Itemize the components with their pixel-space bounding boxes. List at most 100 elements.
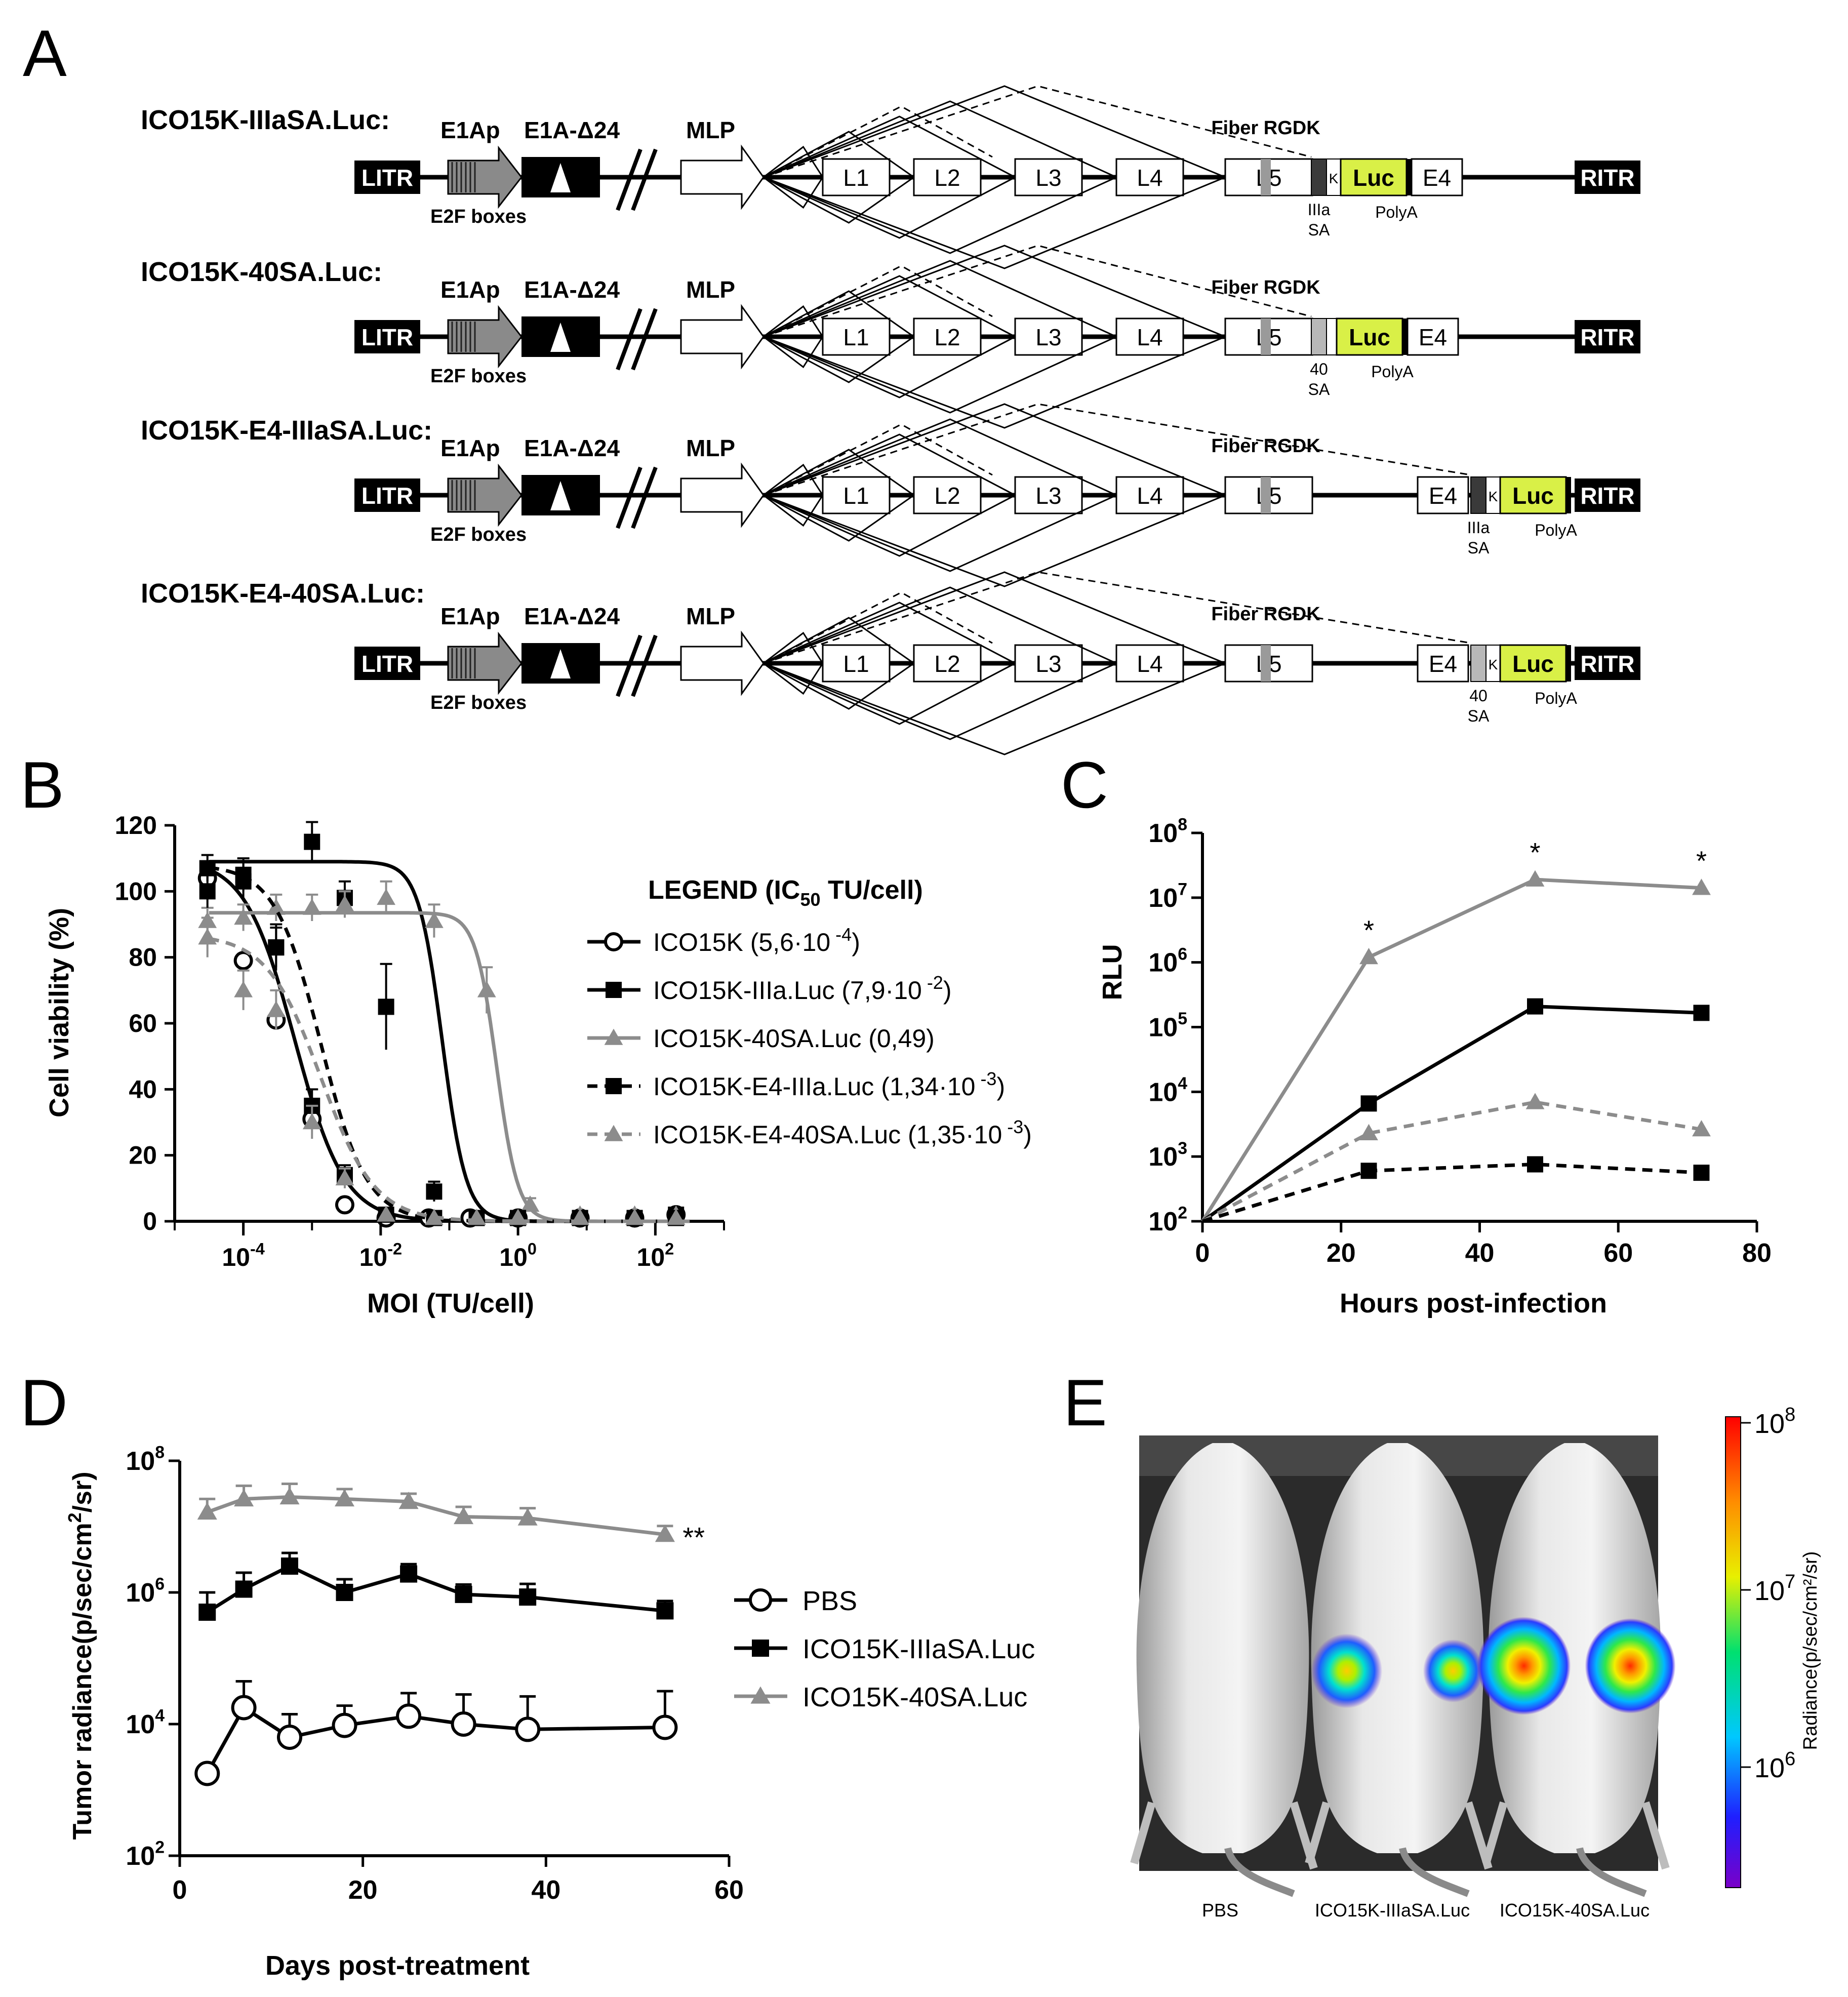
e2f-label: E2F boxes	[430, 206, 527, 227]
splice-dashed	[763, 85, 1312, 178]
late-box	[1115, 317, 1184, 356]
construct-title: ICO15K-E4-IIIaSA.Luc:	[141, 415, 432, 446]
x-tick-label: 80	[1742, 1239, 1772, 1268]
mlp-label: MLP	[686, 117, 735, 143]
late-label: L2	[934, 324, 960, 350]
data-point	[1525, 870, 1545, 887]
kozak-label: K	[1489, 489, 1498, 504]
y-tick-label: 102	[126, 1838, 165, 1871]
construct-2: ICO15K-40SA.Luc: LITR E1Ap E2F boxes E1A-Δ24…	[141, 245, 1640, 429]
y-tick-label: 104	[126, 1706, 165, 1739]
data-point	[335, 1195, 354, 1215]
data-point	[519, 1588, 537, 1606]
late-label: L4	[1137, 165, 1162, 191]
polya-label: PolyA	[1375, 203, 1418, 221]
sa-label: IIIa	[1467, 518, 1490, 537]
e4-box	[1407, 317, 1459, 356]
series-ICO15K-E4-IIIa.Luc	[1201, 1156, 1710, 1223]
x-tick-label: 100	[499, 1240, 537, 1272]
fiber-label: Fiber RGDK	[1211, 435, 1320, 457]
data-point	[377, 888, 396, 905]
mouse-body	[1488, 1443, 1661, 1853]
late-label: L4	[1137, 483, 1162, 509]
e1ap-arrow	[447, 305, 523, 369]
break-slash	[631, 634, 658, 697]
bioluminescence-spot	[1477, 1617, 1571, 1715]
legend-marker	[604, 932, 623, 951]
late-box	[822, 158, 891, 196]
mlp-arrow	[680, 462, 765, 528]
ritr-label: RITR	[1580, 165, 1634, 191]
splice-acceptor-box	[1311, 318, 1327, 355]
ritr-label: RITR	[1580, 651, 1634, 677]
data-point	[199, 883, 216, 900]
x-tick-label: 40	[531, 1875, 560, 1905]
legend-label: ICO15K-E4-40SA.Luc (1,35·10 -3)	[653, 1116, 1032, 1149]
data-point	[1527, 1156, 1543, 1173]
bioluminescence-spot	[1423, 1639, 1483, 1703]
data-point	[652, 1714, 678, 1740]
late-box	[822, 644, 891, 683]
data-point	[198, 1604, 216, 1621]
ritr-box	[1575, 647, 1640, 680]
splice-line	[763, 290, 914, 338]
data-point	[335, 1169, 354, 1186]
x-tick-label: 40	[1465, 1239, 1495, 1268]
radiance-colorbar	[1725, 1416, 1741, 1888]
data-point	[1525, 1093, 1545, 1109]
panel-label-e: E	[1063, 1366, 1107, 1440]
e2f-label: E2F boxes	[430, 366, 527, 387]
data-point	[454, 1506, 474, 1525]
data-point	[426, 1183, 443, 1200]
kozak-label: K	[1329, 171, 1339, 186]
litr-box	[354, 320, 420, 353]
splice-line	[763, 494, 1016, 557]
x-tick-label: 0	[173, 1875, 187, 1905]
data-point	[1692, 878, 1711, 895]
splice-dashed	[763, 591, 993, 664]
splice-dashed	[763, 105, 993, 178]
polya-mark	[1402, 318, 1408, 355]
break-slash	[631, 308, 658, 371]
data-point	[377, 1205, 396, 1222]
legend-label: ICO15K-40SA.Luc (0,49)	[653, 1024, 935, 1053]
data-point	[451, 1711, 476, 1737]
splice-dashed	[763, 423, 993, 496]
construct-title: ICO15K-IIIaSA.Luc:	[141, 105, 390, 135]
e4-box	[1411, 158, 1463, 196]
mlp-arrow	[680, 304, 765, 370]
mouse-body	[1136, 1443, 1309, 1853]
legend-marker	[606, 1078, 622, 1094]
e1a-label: E1A-Δ24	[524, 435, 620, 461]
data-point	[266, 898, 286, 915]
litr-box	[354, 478, 420, 512]
y-tick-label: 103	[1148, 1139, 1187, 1172]
bioluminescence-spot	[1585, 1618, 1676, 1713]
splice-line	[763, 662, 824, 695]
data-point	[1693, 1165, 1710, 1181]
late-box	[1014, 476, 1083, 514]
data-point	[467, 1209, 486, 1225]
polya-label: PolyA	[1535, 521, 1577, 539]
luc-label: Luc	[1349, 324, 1390, 350]
data-point	[625, 1209, 644, 1225]
late-label: L4	[1137, 324, 1162, 350]
data-point	[279, 1487, 300, 1505]
y-tick-label: 60	[129, 1009, 157, 1037]
late-box	[822, 317, 891, 356]
late-label: L4	[1137, 651, 1162, 677]
data-point	[477, 981, 496, 997]
legend-label: ICO15K-40SA.Luc	[802, 1682, 1027, 1712]
data-point	[266, 1001, 286, 1017]
splice-line	[763, 617, 914, 664]
y-tick-label: 40	[129, 1075, 157, 1103]
kozak-box	[1485, 645, 1501, 682]
mlp-label: MLP	[686, 435, 735, 461]
x-tick-label: 20	[1327, 1239, 1356, 1268]
late-label: L2	[934, 483, 960, 509]
data-point	[425, 1209, 444, 1225]
splice-line	[763, 115, 1016, 178]
fiber-rgdk-mark	[1261, 645, 1271, 682]
splice-line	[763, 336, 1226, 429]
late-box	[913, 476, 982, 514]
